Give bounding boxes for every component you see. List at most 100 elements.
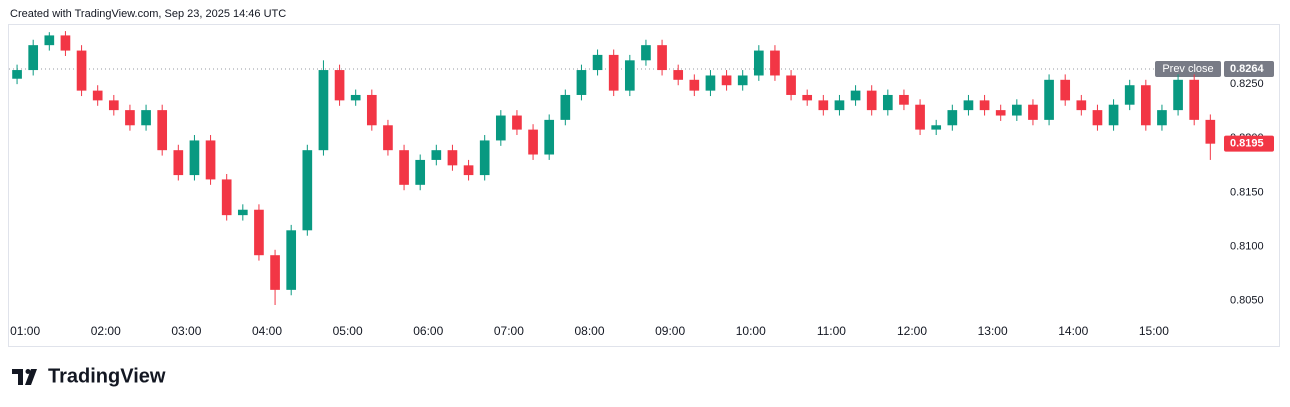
y-tick-label: 0.8150 [1230,186,1264,198]
prev-close-tag [1155,60,1221,77]
candle-body [44,35,55,46]
candle-body [76,50,87,91]
candle-body [350,94,361,101]
candle-body [624,60,635,91]
candle-body [689,79,700,91]
candle-body [737,75,748,86]
candle-body [512,115,522,130]
logo-icon [25,369,31,374]
candle-body [705,75,716,91]
x-tick-label: 15:00 [1139,324,1169,338]
candle-body [286,230,297,290]
candle-body [1205,119,1216,144]
x-tick-label: 10:00 [736,324,766,338]
candle-body [60,35,71,51]
candle-body [318,70,329,151]
prev-close-name: Prev close [1162,63,1213,75]
candle-body [1044,79,1054,120]
candle-body [786,75,796,95]
candle-body [915,104,925,130]
candle-body [237,209,248,216]
candle-body [479,140,490,176]
last-price-tag [1224,135,1274,152]
candle-body [495,115,506,141]
candle-body [882,94,893,111]
candle-body [383,125,393,151]
candle-body [995,110,1006,116]
candle-body [641,45,651,61]
logo-icon [25,369,37,385]
candle-body [899,94,909,105]
candle-body [1076,100,1087,111]
candle-body [302,150,313,231]
candle-body [834,100,845,111]
candle-body [1092,110,1103,126]
x-tick-label: 14:00 [1058,324,1088,338]
candle-body [1060,79,1071,101]
x-tick-label: 13:00 [978,324,1008,338]
candle-body [447,150,458,166]
candle-body [818,100,829,111]
prev-close-value-tag [1224,60,1274,77]
candle-body [753,50,764,76]
candle-body [334,70,345,101]
candle-body [463,165,474,176]
candle-body [157,110,168,151]
candle-body [108,100,119,111]
chart-title: Created with TradingView.com, Sep 23, 20… [10,8,286,20]
logo-icon [12,369,23,385]
logo: TradingView [12,365,166,387]
candle-body [1028,104,1038,120]
candle-body [979,100,990,111]
candle-body [415,159,426,185]
candle-body [1124,85,1135,105]
candle-body [399,150,409,185]
candle-body [544,119,555,155]
candle-body [431,150,442,160]
candle-body [1157,110,1167,126]
candle-body [657,45,667,71]
brand: TradingView [48,365,166,387]
candle-body [802,94,813,101]
y-tick-label: 0.8050 [1230,295,1264,307]
candle-body [528,129,538,155]
candle-body [1108,104,1119,126]
candle-body [173,150,184,176]
candle-body [721,75,732,86]
candle-body [28,45,39,71]
x-tick-label: 08:00 [574,324,604,338]
candle-body [189,140,200,176]
candle-body [125,110,135,126]
candle-body [270,255,280,290]
x-tick-label: 02:00 [91,324,121,338]
candle-body [1011,104,1022,116]
candle-body [12,70,22,79]
candle-body [931,125,942,130]
candle-body [673,70,684,80]
candle-body [1140,85,1151,126]
candle-body [576,70,587,95]
x-tick-label: 09:00 [655,324,685,338]
candle-body [1173,79,1183,111]
candle-body [560,94,571,120]
y-tick-label: 0.8250 [1230,78,1264,90]
candle-body [366,94,377,126]
candle-body [850,90,861,101]
x-tick-label: 06:00 [413,324,443,338]
candle-body [866,90,877,111]
x-tick-label: 07:00 [494,324,524,338]
candle-body [1189,79,1200,120]
candle-body [592,54,603,71]
candle-body [205,140,216,180]
candle-body [963,100,974,111]
x-tick-label: 01:00 [10,324,40,338]
candle-body [92,90,103,101]
last-price-label: 0.8195 [1230,138,1264,150]
candle-body [608,54,619,91]
candle-body [947,110,958,126]
x-tick-label: 12:00 [897,324,927,338]
candle-body [770,50,780,76]
candle-body [221,179,232,216]
